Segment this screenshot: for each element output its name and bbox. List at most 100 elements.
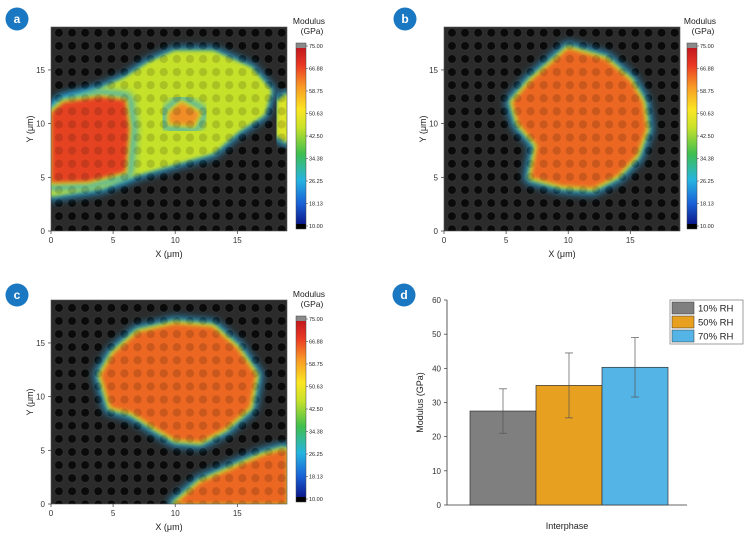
y-tick-label: 0 [41, 500, 46, 509]
colorbar-under-cap [687, 224, 697, 229]
y-tick-label: 0 [41, 227, 46, 236]
y-tick-label: 5 [434, 173, 439, 182]
legend-entry-label: 70% RH [698, 332, 734, 343]
y-tick-label: 10 [36, 120, 45, 129]
panel-badge-a-text: a [14, 12, 21, 26]
plot-frame [50, 299, 288, 505]
legend-swatch [671, 301, 695, 315]
colorbar-tick-label: 42.50 [309, 407, 323, 413]
bar-chart-panel-d: 0 10 20 30 40 50 60 Modulus (GPa) Interphase 10% … [415, 296, 744, 531]
y-axis-label: Y (μm) [25, 388, 35, 415]
dot-overlay [51, 27, 287, 231]
colorbar-over-cap [687, 43, 697, 48]
dot-overlay [444, 27, 680, 231]
panel-badge-d-text: d [400, 288, 407, 302]
y-tick-label: 15 [36, 66, 45, 75]
panel-badge-b-circle [393, 7, 417, 31]
colorbar-tick-label: 34.38 [309, 430, 323, 436]
legend-swatch [671, 329, 695, 343]
heatmap-panel-c: 0 5 10 15 0 5 10 15 X (μm) Y (μm) Modulus(GPa) 75.0… [25, 289, 325, 532]
panel-badge-b-text: b [401, 12, 408, 26]
y-axis-label: Y (μm) [418, 115, 428, 142]
colorbar-tick-label: 18.13 [309, 202, 323, 208]
panel-badge-d-circle [392, 283, 416, 307]
modulus-regions [51, 300, 287, 504]
y-tick-label: 15 [429, 66, 438, 75]
x-tick-label: 15 [626, 236, 635, 245]
legend-entry-label: 10% RH [698, 304, 734, 315]
colorbar-tick-label: 26.25 [700, 179, 714, 185]
colorbar-tick-label: 34.38 [700, 157, 714, 163]
y-tick-label: 5 [41, 173, 46, 182]
y-tick-label: 0 [434, 227, 439, 236]
colorbar-under-cap [296, 224, 306, 229]
colorbar-tick-label: 26.25 [309, 179, 323, 185]
y-tick-label: 20 [432, 433, 441, 442]
colorbar-tick-label: 18.13 [309, 475, 323, 481]
panel-badge-a-circle [5, 7, 29, 31]
y-tick-label: 40 [432, 364, 441, 373]
x-axis-label: Interphase [546, 521, 589, 531]
y-tick-label: 5 [41, 446, 46, 455]
x-tick-label: 10 [171, 509, 180, 518]
colorbar-gradient [296, 48, 306, 224]
colorbar-over-cap [296, 316, 306, 321]
colorbar-under-cap [296, 497, 306, 502]
plot-frame [50, 26, 288, 232]
panel-badge-a: a [5, 7, 29, 31]
colorbar-tick-label: 58.75 [700, 89, 714, 95]
x-tick-label: 5 [504, 236, 509, 245]
y-tick-label: 10 [36, 393, 45, 402]
panel-badge-c-circle [5, 283, 29, 307]
colorbar-tick-label: 58.75 [309, 362, 323, 368]
y-tick-label: 10 [429, 120, 438, 129]
x-tick-label: 0 [49, 509, 54, 518]
x-tick-label: 15 [233, 236, 242, 245]
x-tick-label: 0 [49, 236, 54, 245]
heatmap-panel-a: 0 5 10 15 0 5 10 15 X (μm) Y (μm) Modulus(GPa) 75.0… [25, 16, 325, 259]
legend-entry-label: 50% RH [698, 318, 734, 329]
colorbar-tick-label: 50.63 [309, 112, 323, 118]
x-tick-label: 15 [233, 509, 242, 518]
y-tick-label: 15 [36, 339, 45, 348]
colorbar-title: Modulus [293, 289, 325, 299]
y-axis-label: Y (μm) [25, 115, 35, 142]
y-tick-label: 50 [432, 330, 441, 339]
panel-badge-d: d [392, 283, 416, 307]
colorbar: Modulus(GPa) 75.00 66.88 58.75 50.63 42.50 34.… [293, 289, 325, 503]
y-tick-label: 10 [432, 467, 441, 476]
x-axis-label: X (μm) [155, 522, 182, 532]
legend: 10% RH 50% RH 70% RH [669, 299, 744, 345]
colorbar-tick-label: 66.88 [700, 67, 714, 73]
colorbar-gradient [296, 321, 306, 497]
panel-badge-c: c [5, 283, 29, 307]
colorbar-unit: (GPa) [301, 299, 324, 309]
legend-swatch [671, 315, 695, 329]
colorbar-tick-label: 18.13 [700, 202, 714, 208]
dot-overlay [51, 300, 287, 504]
colorbar-tick-label: 75.00 [309, 44, 323, 50]
colorbar-title: Modulus [293, 16, 325, 26]
colorbar-gradient [687, 48, 697, 224]
modulus-regions [51, 27, 287, 231]
colorbar-tick-label: 10.00 [309, 497, 323, 503]
colorbar: Modulus(GPa) 75.00 66.88 58.75 50.63 42.50 34.… [293, 16, 325, 230]
panel-badge-b: b [393, 7, 417, 31]
y-tick-label: 0 [437, 501, 442, 510]
x-tick-label: 0 [442, 236, 447, 245]
colorbar: Modulus(GPa) 75.00 66.88 58.75 50.63 42.50 34.… [684, 16, 716, 230]
x-axis-label: X (μm) [548, 249, 575, 259]
x-tick-label: 10 [171, 236, 180, 245]
x-tick-label: 5 [111, 236, 116, 245]
y-axis-label: Modulus (GPa) [415, 372, 425, 433]
colorbar-tick-label: 75.00 [309, 317, 323, 323]
y-tick-label: 60 [432, 296, 441, 305]
colorbar-tick-label: 26.25 [309, 452, 323, 458]
colorbar-unit: (GPa) [301, 26, 324, 36]
x-axis-label: X (μm) [155, 249, 182, 259]
colorbar-tick-label: 66.88 [309, 67, 323, 73]
x-tick-label: 5 [111, 509, 116, 518]
colorbar-tick-label: 66.88 [309, 340, 323, 346]
colorbar-tick-label: 10.00 [700, 224, 714, 230]
